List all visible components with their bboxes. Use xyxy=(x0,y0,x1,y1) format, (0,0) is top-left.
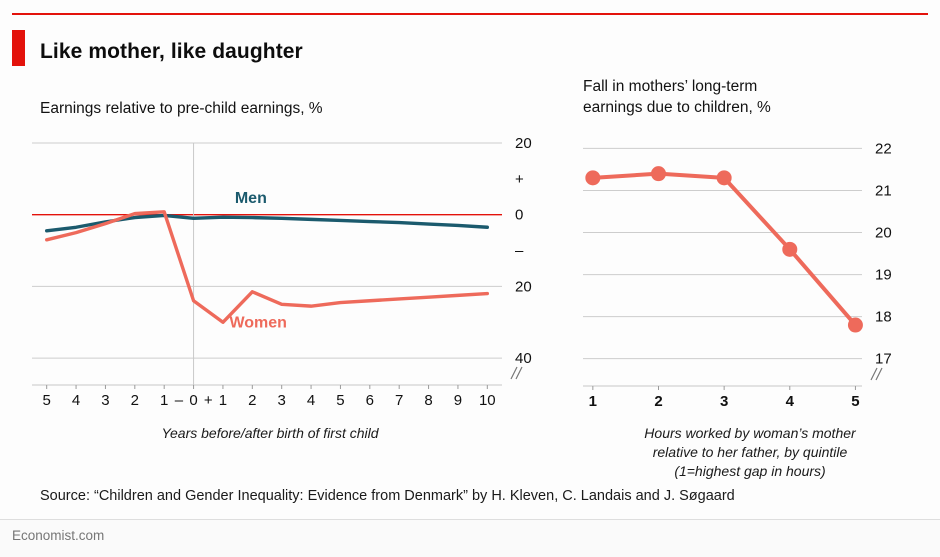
x-tick-label: 3 xyxy=(278,392,286,409)
x-tick-label: 6 xyxy=(366,392,374,409)
x-tick-label: 3 xyxy=(101,392,109,409)
data-point xyxy=(716,170,732,186)
x-tick-label: 3 xyxy=(720,393,728,410)
right-chart-caption: Hours worked by woman’s mother relative … xyxy=(644,425,856,479)
top-accent-rule xyxy=(12,13,928,15)
x-tick-label: 2 xyxy=(248,392,256,409)
x-tick-label: 4 xyxy=(307,392,315,409)
left-chart-subtitle: Earnings relative to pre-child earnings,… xyxy=(40,100,323,117)
axis-break-icon xyxy=(510,366,518,380)
page-title: Like mother, like daughter xyxy=(40,40,303,63)
y-tick-label: 20 xyxy=(515,135,532,152)
series-line-women xyxy=(44,210,490,324)
x-extra-label: – xyxy=(175,392,184,409)
x-tick-label: 10 xyxy=(479,392,496,409)
axis-break-icon xyxy=(515,366,523,380)
x-tick-label: 1 xyxy=(160,392,168,409)
y-tick-label: 20 xyxy=(875,225,892,242)
x-tick-label: 4 xyxy=(72,392,80,409)
data-point xyxy=(847,317,863,333)
y-tick-label: 40 xyxy=(515,350,532,367)
x-tick-label: 4 xyxy=(786,393,795,410)
series-label-women: Women xyxy=(229,315,286,332)
series-line-men xyxy=(44,213,490,233)
x-tick-label: 7 xyxy=(395,392,403,409)
x-tick-label: 5 xyxy=(43,392,51,409)
y-tick-label: 18 xyxy=(875,309,892,326)
x-tick-label: 5 xyxy=(851,393,859,410)
x-tick-label: 9 xyxy=(454,392,462,409)
series-line-mothers xyxy=(590,171,858,328)
x-tick-label: 0 xyxy=(189,392,197,409)
y-tick-label: 21 xyxy=(875,182,892,199)
y-tick-label: – xyxy=(515,243,524,260)
right-chart: 22 21 20 19 18 17 1 2 3 4 5 xyxy=(583,140,892,410)
x-tick-label: 2 xyxy=(654,393,662,410)
axis-break-icon xyxy=(870,367,878,381)
y-tick-label: 19 xyxy=(875,267,892,284)
data-point xyxy=(782,241,798,257)
y-tick-label: 22 xyxy=(875,140,892,157)
axis-break-icon xyxy=(875,367,883,381)
x-tick-label: 1 xyxy=(589,393,597,410)
y-tick-label: + xyxy=(515,171,524,188)
footer-site-label: Economist.com xyxy=(12,528,105,543)
x-tick-label: 1 xyxy=(219,392,227,409)
y-tick-label: 0 xyxy=(515,207,523,224)
data-point xyxy=(650,166,666,182)
y-tick-label: 17 xyxy=(875,351,892,368)
right-chart-subtitle: Fall in mothers’ long-term earnings due … xyxy=(583,78,771,116)
x-extra-label: + xyxy=(204,392,213,409)
x-tick-label: 5 xyxy=(336,392,344,409)
data-point xyxy=(585,170,601,186)
brand-red-tab xyxy=(12,30,25,66)
y-tick-label: 20 xyxy=(515,278,532,295)
x-tick-label: 8 xyxy=(424,392,432,409)
source-note: Source: “Children and Gender Inequality:… xyxy=(40,488,735,504)
footer-band xyxy=(0,520,940,557)
footer-divider xyxy=(0,519,940,520)
series-label-men: Men xyxy=(235,190,267,207)
left-chart-caption: Years before/after birth of first child xyxy=(161,425,379,441)
x-tick-label: 2 xyxy=(131,392,139,409)
